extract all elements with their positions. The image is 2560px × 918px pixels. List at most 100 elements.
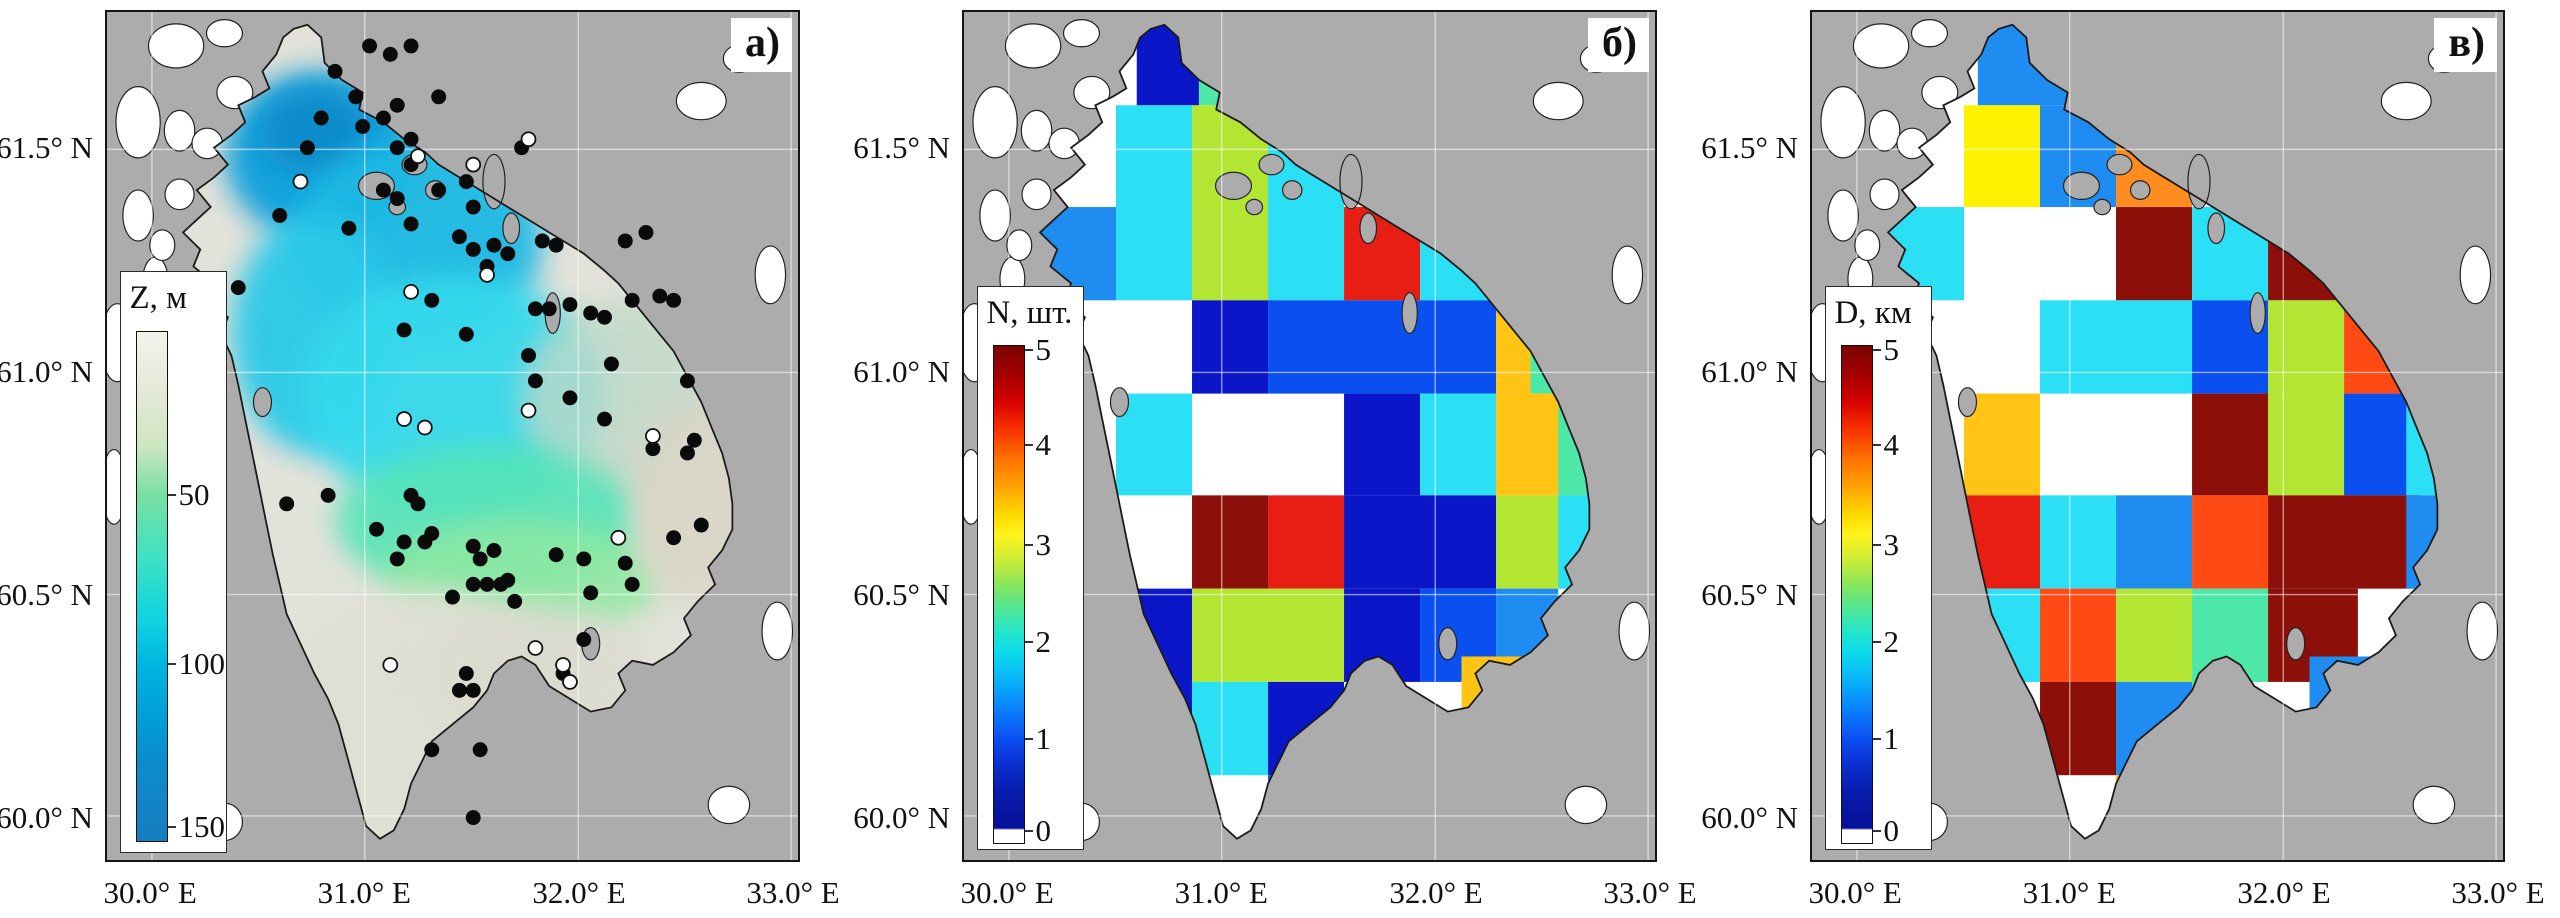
colorbar-a-bar (135, 331, 169, 843)
island (1214, 171, 1253, 201)
small-lake (1062, 19, 1101, 48)
colorbar-tick-label: 50 (178, 476, 210, 512)
y-axis-tick-label: 60.0° N (0, 799, 93, 835)
island (2249, 292, 2266, 334)
station-dot-black (230, 280, 246, 296)
station-dot-black (375, 182, 391, 198)
grid-cell (2040, 588, 2117, 682)
island (1245, 198, 1264, 216)
small-lake (1006, 229, 1033, 262)
island (1281, 180, 1303, 201)
station-dot-black (486, 237, 502, 253)
island (1339, 153, 1363, 210)
station-dot-black (576, 551, 592, 567)
station-dot-black (617, 233, 633, 249)
station-dot-white (520, 402, 537, 419)
colorbar-a-title: Z, м (129, 280, 188, 317)
grid-cell (2268, 300, 2345, 394)
colorbar-tick-label: 150 (178, 808, 226, 844)
station-dot-black (389, 140, 405, 156)
station-dot-white (382, 657, 399, 673)
grid-cell (1116, 393, 1193, 496)
small-lake (147, 23, 205, 69)
island (2129, 180, 2151, 201)
x-axis-tick-label: 32.0° E (1389, 875, 1483, 910)
panel-a-label: а) (731, 18, 792, 72)
colorbar-tick-mark (1025, 830, 1034, 833)
station-dot-black (465, 241, 481, 257)
station-dot-white (520, 131, 537, 148)
station-dot-black (562, 390, 578, 406)
station-dot-white (555, 657, 571, 673)
station-dot-black (424, 742, 440, 758)
x-axis-tick-label: 30.0° E (103, 875, 197, 910)
station-dot-black (465, 682, 481, 698)
station-dot-black (679, 373, 695, 389)
station-dot-black (486, 543, 502, 558)
y-axis-tick-label: 61.0° N (0, 354, 93, 390)
station-dot-black (272, 208, 288, 223)
station-dot-black (458, 665, 474, 681)
y-axis-tick-label: 60.0° N (1701, 799, 1798, 835)
station-dot-black (362, 38, 378, 54)
small-lake (972, 86, 1018, 159)
station-dot-black (375, 110, 391, 126)
station-dot-black (583, 585, 599, 601)
station-dot-black (348, 89, 364, 105)
small-lake (1820, 86, 1866, 159)
small-lake (2380, 81, 2432, 121)
y-axis-tick-label: 61.0° N (853, 354, 950, 390)
grid-cell (2116, 588, 2193, 682)
station-dot-black (451, 682, 467, 698)
station-dot-black (548, 237, 564, 253)
island (2207, 212, 2226, 245)
station-dot-black (624, 576, 640, 592)
station-dot-black (451, 229, 467, 245)
colorbar-tick-label: 3 (1883, 526, 1900, 562)
colorbar-tick-label: 4 (1035, 427, 1052, 462)
y-axis-tick-label: 61.5° N (0, 130, 93, 166)
station-dot-black (527, 301, 543, 317)
station-dot-black (417, 534, 433, 550)
small-lake (164, 178, 195, 211)
colorbar-tick-mark (168, 662, 177, 665)
panel-b: N, шт. 5 4 3 2 1 0 б) 61.5° N 61.0° N 60.5° N 60… (853, 0, 1697, 918)
grid-cell (1344, 495, 1497, 589)
colorbar-tick-label: 5 (1035, 332, 1052, 368)
grid-cell (1964, 393, 2041, 496)
station-dot-black (534, 233, 550, 249)
small-lake (1004, 23, 1062, 69)
colorbar-tick-mark (1873, 543, 1882, 546)
station-dot-black (279, 496, 295, 512)
station-dot-black (472, 742, 488, 758)
station-dot-white (645, 428, 661, 444)
small-lake (191, 127, 223, 160)
station-dot-black (403, 216, 419, 232)
colorbar-b-bar (992, 345, 1026, 844)
colorbar-tick-label: 5 (1883, 332, 1900, 368)
small-lake (1827, 189, 1859, 242)
small-lake (1073, 75, 1111, 110)
map-canvas-v (1812, 12, 2503, 860)
station-dot-black (313, 110, 329, 126)
station-dot-black (403, 38, 419, 54)
lake-coastline (1886, 23, 2439, 840)
station-dot-black (389, 97, 405, 113)
small-lake (1611, 245, 1644, 305)
grid-cell (1192, 588, 1345, 682)
station-dot-white (479, 267, 495, 283)
grid-cell (1268, 300, 1497, 394)
island (2106, 153, 2133, 176)
station-dot-black (583, 305, 599, 321)
lake-coastline (181, 23, 734, 840)
grid-cell (1420, 393, 1497, 496)
station-dot-black (445, 589, 460, 605)
grid-cell (1964, 105, 2041, 208)
x-axis-tick-label: 32.0° E (532, 875, 626, 910)
bathymetry-blob (259, 88, 370, 174)
colorbar-tick-label: 100 (178, 645, 226, 681)
map-a: Z, м 50 100 150 а) (105, 10, 800, 862)
island (1258, 153, 1285, 176)
station-dot-black (389, 191, 405, 207)
